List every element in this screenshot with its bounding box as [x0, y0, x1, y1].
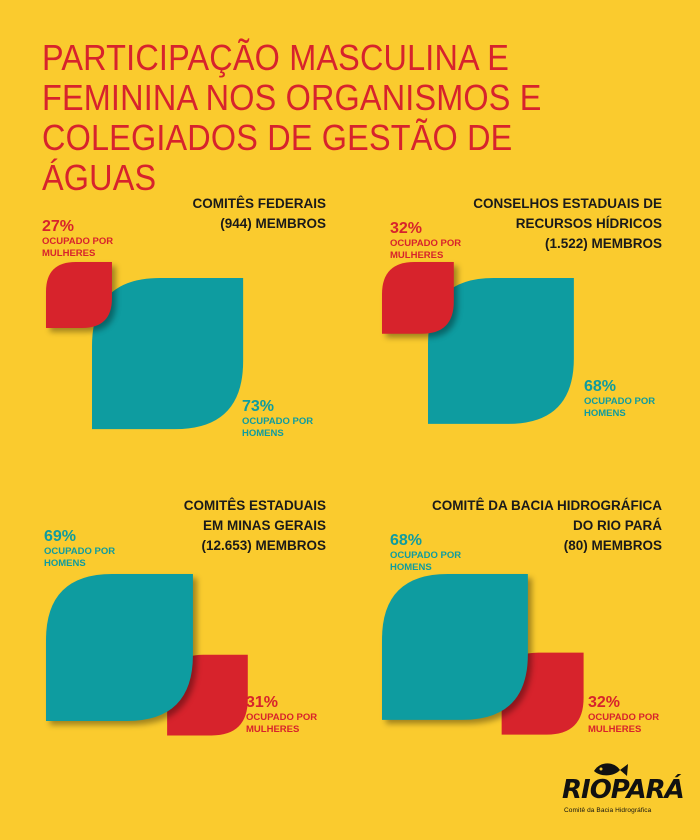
data-label-men: 73% OCUPADO POR HOMENS — [242, 398, 352, 440]
data-label-women: 31% OCUPADO POR MULHERES — [246, 694, 356, 736]
heading-line: CONSELHOS ESTADUAIS DE — [473, 196, 662, 211]
data-label-text: MULHERES — [246, 724, 300, 735]
data-label-text: MULHERES — [588, 724, 642, 735]
area-mark-men — [382, 574, 528, 720]
data-label-men: 69% OCUPADO POR HOMENS — [44, 528, 154, 570]
data-label-value: 68% — [390, 532, 423, 549]
heading-line: (1.522) MEMBROS — [544, 236, 662, 251]
area-mark-women — [46, 262, 112, 328]
riopara-logo: RIOPARÁ Comitê da Bacia Hidrográfica — [560, 755, 685, 825]
data-label-women: 27% OCUPADO POR MULHERES — [42, 218, 152, 260]
heading-line: EM MINAS GERAIS — [202, 518, 326, 533]
data-label-value: 73% — [242, 398, 275, 415]
data-label-text: OCUPADO POR — [588, 712, 660, 723]
area-mark-women — [382, 262, 454, 334]
data-label-women: 32% OCUPADO POR MULHERES — [588, 694, 698, 736]
data-label-text: OCUPADO POR — [44, 546, 116, 557]
chart-svg — [46, 262, 244, 430]
data-label-value: 69% — [44, 528, 77, 545]
data-label-text: OCUPADO POR — [390, 238, 462, 249]
data-label-text: OCUPADO POR — [584, 396, 656, 407]
data-label-value: 68% — [584, 378, 617, 395]
heading-line: DO RIO PARÁ — [572, 518, 662, 533]
heading-line: COMITÊS FEDERAIS — [192, 196, 326, 211]
chart-heading: COMITÊS ESTADUAIS EM MINAS GERAIS (12.65… — [66, 496, 326, 556]
chart-panel: COMITÊS FEDERAIS (944) MEMBROS 27% OCUPA… — [16, 190, 346, 450]
heading-line: RECURSOS HÍDRICOS — [515, 216, 662, 231]
heading-line: COMITÊ DA BACIA HIDROGRÁFICA — [432, 498, 662, 513]
chart-heading: COMITÊS FEDERAIS (944) MEMBROS — [66, 194, 326, 234]
heading-line: (80) MEMBROS — [563, 538, 662, 553]
data-label-men: 68% OCUPADO POR HOMENS — [584, 378, 694, 420]
chart-panel: CONSELHOS ESTADUAIS DE RECURSOS HÍDRICOS… — [352, 190, 682, 450]
data-label-value: 27% — [42, 218, 75, 235]
area-mark-men — [92, 278, 244, 430]
area-mark-men — [46, 574, 193, 721]
chart-panel: COMITÊS ESTADUAIS EM MINAS GERAIS (12.65… — [16, 492, 346, 752]
heading-line: (944) MEMBROS — [220, 216, 326, 231]
data-label-text: HOMENS — [584, 408, 626, 419]
infographic-title: PARTICIPAÇÃO MASCULINA E FEMININA NOS OR… — [42, 37, 542, 198]
data-label-value: 32% — [390, 220, 423, 237]
data-label-text: MULHERES — [42, 248, 96, 259]
chart-svg — [382, 262, 574, 424]
data-label-text: OCUPADO POR — [246, 712, 318, 723]
data-label-text: OCUPADO POR — [42, 236, 114, 247]
data-label-text: OCUPADO POR — [242, 416, 314, 427]
logo-wordmark: RIOPARÁ — [562, 775, 685, 805]
data-label-value: 32% — [588, 694, 621, 711]
heading-line: (12.653) MEMBROS — [201, 538, 326, 553]
area-mark-men — [428, 278, 574, 424]
data-label-men: 68% OCUPADO POR HOMENS — [390, 532, 500, 574]
chart-panel: COMITÊ DA BACIA HIDROGRÁFICA DO RIO PARÁ… — [352, 492, 682, 752]
chart-svg — [382, 574, 584, 735]
data-label-women: 32% OCUPADO POR MULHERES — [390, 220, 500, 262]
data-label-text: HOMENS — [44, 558, 86, 569]
fish-icon — [594, 763, 628, 776]
chart-heading: CONSELHOS ESTADUAIS DE RECURSOS HÍDRICOS… — [402, 194, 662, 254]
heading-line: COMITÊS ESTADUAIS — [183, 498, 326, 513]
logo-tagline: Comitê da Bacia Hidrográfica — [564, 807, 652, 814]
data-label-value: 31% — [246, 694, 279, 711]
data-label-text: HOMENS — [390, 562, 432, 573]
data-label-text: HOMENS — [242, 428, 284, 439]
chart-heading: COMITÊ DA BACIA HIDROGRÁFICA DO RIO PARÁ… — [402, 496, 662, 556]
data-label-text: MULHERES — [390, 250, 444, 261]
chart-svg — [46, 574, 248, 736]
data-label-text: OCUPADO POR — [390, 550, 462, 561]
